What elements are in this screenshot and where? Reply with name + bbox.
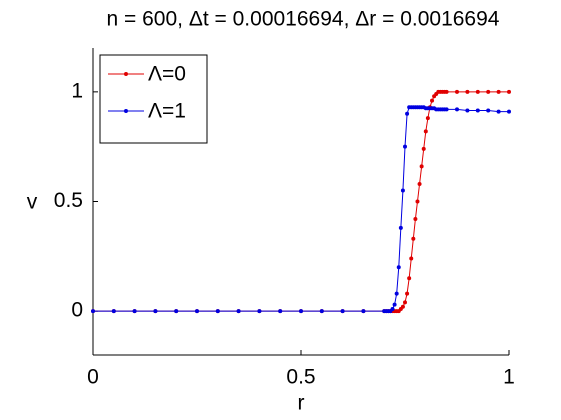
data-point — [299, 309, 303, 314]
legend-marker — [124, 72, 128, 76]
data-point — [111, 309, 116, 314]
data-point — [430, 98, 435, 103]
data-point — [411, 236, 416, 241]
chart-title: n = 600, Δt = 0.00016694, Δr = 0.0016694 — [107, 8, 500, 31]
data-point — [390, 306, 395, 311]
data-point — [278, 309, 283, 314]
data-point — [475, 108, 480, 113]
data-point — [415, 199, 420, 204]
data-point — [507, 89, 511, 94]
data-point — [403, 300, 407, 305]
data-point — [421, 146, 426, 151]
data-point — [257, 309, 262, 314]
data-point — [465, 89, 470, 94]
x-tick-label: 0.5 — [286, 366, 315, 389]
data-point — [153, 309, 158, 314]
data-point — [425, 116, 430, 121]
y-axis-label: v — [27, 191, 38, 214]
data-point — [174, 309, 179, 314]
x-axis-label: r — [298, 392, 305, 415]
data-point — [394, 291, 399, 296]
y-tick-label: 1 — [71, 79, 83, 102]
data-point — [444, 89, 449, 94]
data-point — [496, 89, 501, 94]
data-point — [455, 107, 459, 112]
data-point — [195, 309, 199, 314]
data-point — [417, 181, 422, 186]
data-point — [236, 309, 241, 314]
data-point — [405, 291, 410, 296]
data-point — [486, 89, 491, 94]
data-point — [507, 109, 511, 114]
data-point — [398, 225, 403, 230]
data-point — [215, 309, 220, 314]
y-tick-label: 0.5 — [54, 189, 83, 212]
x-tick-label: 0 — [87, 366, 99, 389]
data-point — [486, 108, 491, 113]
data-point — [465, 108, 470, 113]
data-point — [319, 309, 324, 314]
data-point — [475, 89, 480, 94]
data-point — [455, 89, 459, 94]
data-point — [392, 302, 397, 307]
data-point — [413, 217, 418, 222]
legend-box — [99, 54, 208, 144]
data-point — [400, 304, 405, 309]
data-point — [340, 309, 345, 314]
data-point — [361, 309, 366, 314]
data-point — [419, 164, 424, 169]
data-point — [400, 188, 405, 193]
data-point — [423, 129, 428, 134]
data-point — [91, 309, 95, 314]
data-point — [405, 111, 410, 116]
legend-marker — [124, 109, 128, 113]
data-point — [396, 265, 401, 270]
data-point — [407, 276, 412, 281]
data-point — [496, 109, 501, 114]
data-point — [403, 144, 407, 149]
data-point — [132, 309, 137, 314]
x-tick-label: 1 — [503, 366, 515, 389]
legend-label: Λ=0 — [148, 63, 186, 86]
legend-label: Λ=1 — [148, 100, 186, 123]
data-point — [444, 107, 449, 112]
data-point — [409, 256, 414, 261]
y-tick-label: 0 — [71, 299, 83, 322]
